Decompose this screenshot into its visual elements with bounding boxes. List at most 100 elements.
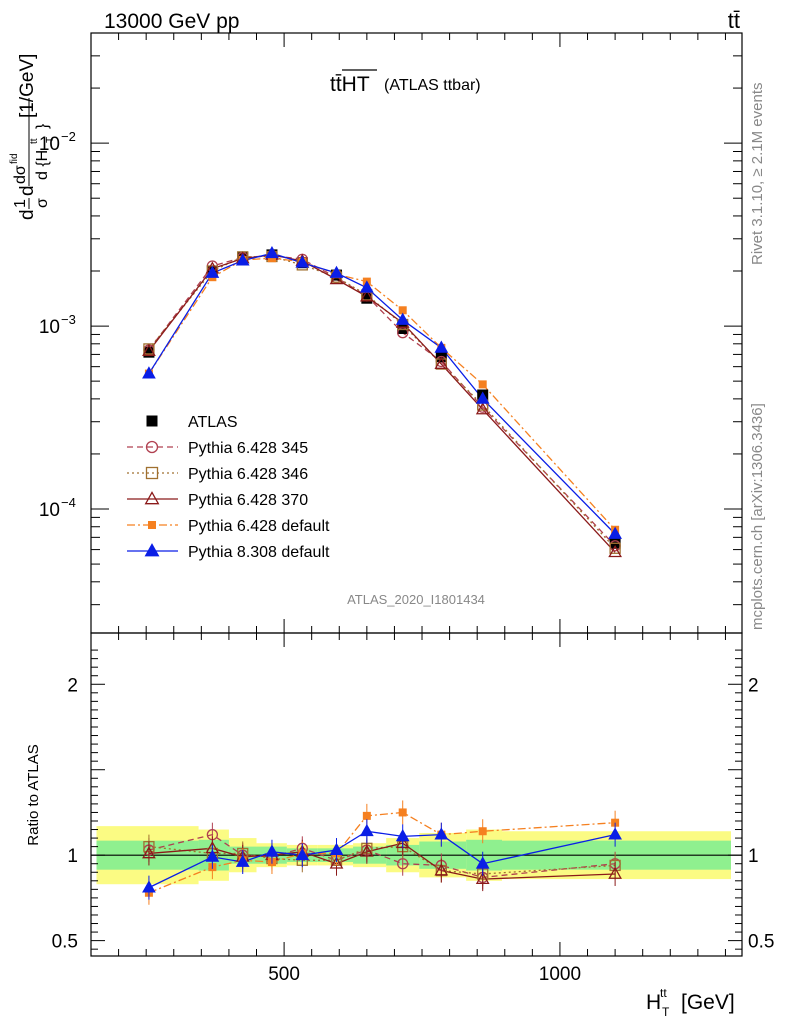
x-tick-label: 500 (268, 964, 300, 985)
data-point (329, 265, 344, 278)
ratio-data-point (398, 808, 407, 817)
y-tick-label: 10 −4 (39, 495, 76, 521)
ratio-data-point (395, 829, 410, 842)
energy-label: 13000 GeV pp (104, 10, 239, 33)
rivet-version-label: Rivet 3.1.10, ≥ 2.1M events (749, 83, 766, 266)
main-plot-frame (90, 32, 743, 634)
x-axis-label-sub: T (662, 1005, 670, 1019)
y-tick-label-base: 10 (39, 500, 60, 521)
legend-label: Pythia 6.428 345 (188, 440, 308, 457)
process-label: tt̄ (728, 8, 740, 33)
ratio-data-point (397, 858, 409, 870)
data-point (142, 366, 156, 379)
data-point (265, 245, 279, 259)
y-axis-label-denominator: d {H (34, 150, 51, 180)
y-axis-label-unit: [1/GeV] (17, 54, 38, 118)
legend-entry: Pythia 6.428 default (127, 518, 330, 535)
data-point (608, 526, 622, 539)
data-point (434, 340, 449, 353)
ratio-data-point (295, 847, 310, 861)
y-axis-label-denominator-sup: tt (29, 138, 40, 144)
y-tick-label-exp: −2 (61, 129, 76, 144)
ratio-y-tick-label: 0.5 (52, 932, 78, 953)
series-lines (148, 252, 616, 894)
ratio-data-point (142, 880, 156, 893)
y-axis-label-fid: fid (9, 153, 20, 164)
y-axis-label-frac-1: 1 (12, 199, 29, 208)
legend-marker (146, 415, 158, 427)
series-line (148, 257, 616, 531)
y-axis-label-d: d (17, 185, 38, 196)
ratio-data-point (329, 842, 344, 855)
ratio-plot-frame (90, 632, 743, 957)
legend-label: Pythia 6.428 370 (188, 492, 308, 509)
data-point (361, 292, 373, 304)
data-point (205, 265, 220, 278)
legend-entry: ATLAS (146, 414, 238, 431)
legend-label: ATLAS (188, 414, 238, 431)
legend-entry: Pythia 6.428 345 (127, 440, 308, 457)
x-axis-label-sup: tt (660, 986, 667, 1000)
x-tick-label: 1000 (539, 964, 581, 985)
mcplots-label: mcplots.cern.ch [arXiv:1306.3436] (749, 403, 766, 630)
y-tick-label-exp: −3 (61, 312, 76, 327)
chart-title-suffix: (ATLAS ttbar) (384, 77, 481, 94)
legend-marker (148, 521, 156, 529)
ratio-data-point (478, 827, 487, 836)
data-point (359, 280, 374, 293)
ratio-data-point (329, 856, 344, 869)
chart-title: tt̄HT (ATLAS ttbar) (330, 69, 481, 96)
x-axis-label-unit: [GeV] (681, 991, 735, 1014)
ratio-data-point (434, 863, 449, 876)
y-axis-label-denominator-close: } (34, 123, 51, 129)
ratio-data-point (205, 849, 220, 862)
ratio-y-tick-label: 2 (67, 675, 78, 696)
legend-marker (144, 543, 160, 557)
axis-ticks (91, 32, 742, 956)
ratio-y-tick-label: 2 (748, 675, 759, 696)
ratio-y-axis-label: Ratio to ATLAS (25, 744, 42, 845)
legend-marker (145, 440, 159, 454)
ratio-y-tick-label: 1 (748, 846, 759, 867)
ratio-data-point (475, 856, 490, 869)
data-point (142, 343, 156, 356)
y-axis-label-sigma: σ (34, 198, 51, 208)
data-point (235, 253, 250, 266)
data-point (609, 542, 621, 554)
data-point (359, 289, 374, 302)
legend-marker (144, 491, 160, 505)
ratio-series-line (148, 845, 616, 875)
data-point (434, 356, 449, 369)
y-tick-label: 10 −3 (39, 312, 76, 338)
x-axis-label: H T tt [GeV] (646, 986, 735, 1019)
ratio-data-point (608, 827, 622, 840)
ratio-data-point (265, 844, 279, 857)
ratio-data-point (362, 811, 371, 820)
ratio-data-point (434, 827, 449, 840)
legend-entry: Pythia 6.428 346 (127, 466, 308, 483)
y-axis-label-prefix: d (17, 209, 38, 220)
y-tick-label: 10 −2 (39, 129, 76, 155)
ratio-data-point (142, 846, 156, 859)
data-point (608, 544, 622, 558)
x-axis-label-main: H (646, 991, 661, 1014)
data-point (395, 312, 410, 325)
legend-label: Pythia 8.308 default (188, 544, 330, 561)
data-point (295, 255, 310, 268)
ratio-data-point (359, 844, 374, 857)
ratio-data-point (475, 871, 490, 884)
legend-entry: Pythia 6.428 370 (127, 491, 308, 509)
legend-label: Pythia 6.428 346 (188, 466, 308, 483)
analysis-id: ATLAS_2020_I1801434 (347, 592, 485, 607)
ratio-data-point (359, 823, 374, 837)
legend-marker (145, 466, 159, 480)
y-tick-label-exp: −4 (61, 495, 76, 510)
series-markers (142, 245, 622, 905)
y-tick-label-base: 10 (39, 317, 60, 338)
data-point (475, 391, 490, 404)
data-point (478, 380, 487, 389)
ratio-y-tick-label: 1 (67, 846, 78, 867)
ratio-data-point (608, 866, 622, 879)
